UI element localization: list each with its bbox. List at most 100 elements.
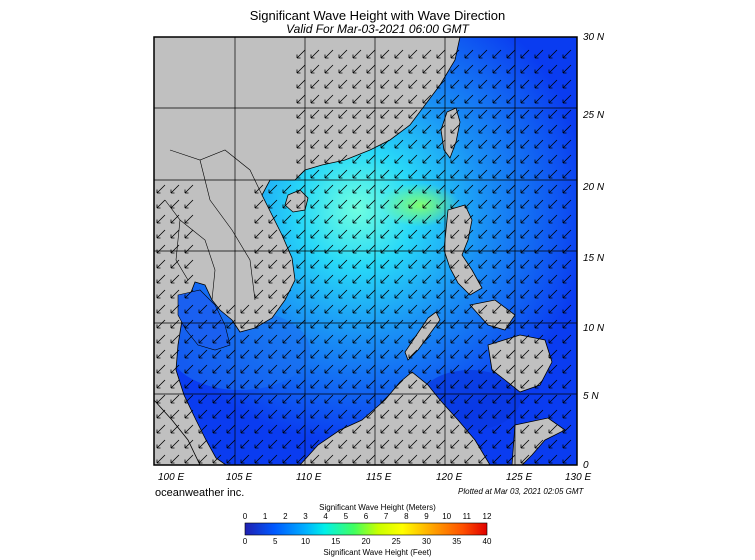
wave-direction-arrow-icon <box>352 94 362 104</box>
wave-direction-arrow-icon <box>324 169 334 179</box>
wave-direction-arrow-icon <box>170 184 180 194</box>
wave-direction-arrow-icon <box>520 349 530 359</box>
wave-direction-arrow-icon <box>324 454 334 464</box>
wave-direction-arrow-icon <box>338 154 348 164</box>
wave-direction-arrow-icon <box>212 454 222 464</box>
wave-direction-arrow-icon <box>464 169 474 179</box>
wave-direction-arrow-icon <box>324 379 334 389</box>
wave-direction-arrow-icon <box>296 229 306 239</box>
wave-direction-arrow-icon <box>436 409 446 419</box>
wave-direction-arrow-icon <box>184 214 194 224</box>
wave-direction-arrow-icon <box>408 64 418 74</box>
wave-direction-arrow-icon <box>240 409 250 419</box>
wave-direction-arrow-icon <box>310 289 320 299</box>
wave-direction-arrow-icon <box>464 94 474 104</box>
wave-direction-arrow-icon <box>450 424 460 434</box>
wave-direction-arrow-icon <box>324 79 334 89</box>
wave-direction-arrow-icon <box>492 364 502 374</box>
wave-direction-arrow-icon <box>492 109 502 119</box>
wave-direction-arrow-icon <box>310 154 320 164</box>
wave-direction-arrow-icon <box>254 199 264 209</box>
wave-direction-arrow-icon <box>352 64 362 74</box>
wave-direction-arrow-icon <box>226 379 236 389</box>
wave-direction-arrow-icon <box>394 244 404 254</box>
lon-label-115: 115 E <box>366 472 392 483</box>
wave-direction-arrow-icon <box>534 439 544 449</box>
wave-direction-arrow-icon <box>254 214 264 224</box>
wave-direction-arrow-icon <box>478 439 488 449</box>
wave-direction-arrow-icon <box>366 49 376 59</box>
wave-direction-arrow-icon <box>492 349 502 359</box>
wave-direction-arrow-icon <box>198 409 208 419</box>
wave-direction-arrow-icon <box>184 394 194 404</box>
wave-direction-arrow-icon <box>338 379 348 389</box>
wave-direction-arrow-icon <box>282 379 292 389</box>
wave-direction-arrow-icon <box>408 379 418 389</box>
wave-direction-arrow-icon <box>450 259 460 269</box>
wave-direction-arrow-icon <box>296 154 306 164</box>
wave-direction-arrow-icon <box>548 379 558 389</box>
wave-direction-arrow-icon <box>408 124 418 134</box>
wave-direction-arrow-icon <box>296 379 306 389</box>
meters-tick-4: 4 <box>323 512 328 521</box>
wave-direction-arrow-icon <box>436 124 446 134</box>
feet-tick-5: 5 <box>273 537 278 546</box>
wave-direction-arrow-icon <box>394 154 404 164</box>
wave-direction-arrow-icon <box>352 244 362 254</box>
wave-direction-arrow-icon <box>548 244 558 254</box>
wave-direction-arrow-icon <box>506 79 516 89</box>
wave-direction-arrow-icon <box>394 319 404 329</box>
wave-direction-arrow-icon <box>534 154 544 164</box>
wave-direction-arrow-icon <box>394 184 404 194</box>
wave-direction-arrow-icon <box>324 304 334 314</box>
wave-direction-arrow-icon <box>254 439 264 449</box>
wave-direction-arrow-icon <box>268 244 278 254</box>
wave-direction-arrow-icon <box>464 109 474 119</box>
wave-direction-arrow-icon <box>506 139 516 149</box>
wave-direction-arrow-icon <box>338 64 348 74</box>
wave-direction-arrow-icon <box>198 424 208 434</box>
wave-direction-arrow-icon <box>450 304 460 314</box>
wave-direction-arrow-icon <box>492 49 502 59</box>
wave-direction-arrow-icon <box>464 454 474 464</box>
wave-direction-arrow-icon <box>338 319 348 329</box>
wave-direction-arrow-icon <box>310 394 320 404</box>
wave-direction-arrow-icon <box>408 334 418 344</box>
meters-tick-12: 12 <box>482 512 492 521</box>
wave-direction-arrow-icon <box>366 154 376 164</box>
wave-direction-arrow-icon <box>240 424 250 434</box>
wave-direction-arrow-icon <box>534 349 544 359</box>
wave-direction-arrow-icon <box>450 319 460 329</box>
wave-direction-arrow-icon <box>254 364 264 374</box>
wave-direction-arrow-icon <box>310 304 320 314</box>
wave-direction-arrow-icon <box>492 229 502 239</box>
wave-direction-arrow-icon <box>506 454 516 464</box>
wave-direction-arrow-icon <box>408 349 418 359</box>
wave-direction-arrow-icon <box>184 274 194 284</box>
wave-direction-arrow-icon <box>534 79 544 89</box>
wave-direction-arrow-icon <box>520 169 530 179</box>
wave-direction-arrow-icon <box>436 334 446 344</box>
wave-direction-arrow-icon <box>534 304 544 314</box>
wave-direction-arrow-icon <box>506 214 516 224</box>
wave-direction-arrow-icon <box>338 169 348 179</box>
lon-label-130: 130 E <box>565 472 592 483</box>
wave-direction-arrow-icon <box>562 244 572 254</box>
wave-direction-arrow-icon <box>464 274 474 284</box>
wave-direction-arrow-icon <box>338 79 348 89</box>
colorbar-meters-title: Significant Wave Height (Meters) <box>319 503 436 512</box>
wave-direction-arrow-icon <box>562 109 572 119</box>
wave-direction-arrow-icon <box>156 379 166 389</box>
wave-direction-arrow-icon <box>436 214 446 224</box>
wave-direction-arrow-icon <box>282 394 292 404</box>
wave-direction-arrow-icon <box>534 244 544 254</box>
wave-direction-arrow-icon <box>408 319 418 329</box>
feet-tick-10: 10 <box>301 537 310 546</box>
wave-direction-arrow-icon <box>226 304 236 314</box>
wave-direction-arrow-icon <box>520 94 530 104</box>
wave-direction-arrow-icon <box>296 394 306 404</box>
wave-direction-arrow-icon <box>394 259 404 269</box>
wave-direction-arrow-icon <box>534 49 544 59</box>
wave-direction-arrow-icon <box>156 199 166 209</box>
wave-direction-arrow-icon <box>506 64 516 74</box>
